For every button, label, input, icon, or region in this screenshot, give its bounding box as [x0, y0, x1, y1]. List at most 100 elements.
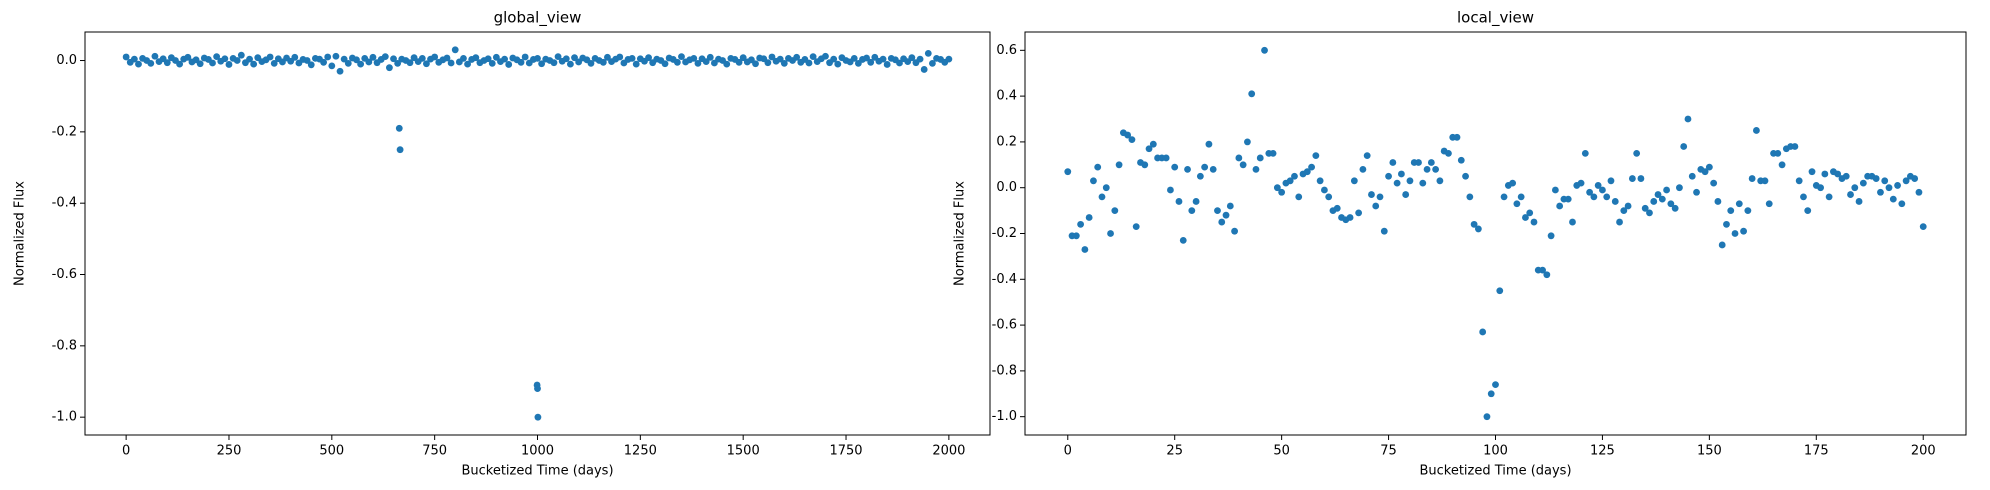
data-point: [381, 53, 389, 61]
y-tick-label: -0.6: [52, 267, 77, 282]
y-axis-label: Normalized Flux: [13, 181, 28, 286]
data-point: [1209, 165, 1217, 173]
data-point: [353, 56, 360, 64]
data-point: [1098, 193, 1106, 201]
data-point: [270, 59, 278, 67]
data-point: [1569, 218, 1576, 226]
data-point: [1650, 198, 1658, 205]
data-point: [661, 60, 669, 68]
data-point: [484, 55, 492, 63]
data-point: [1141, 161, 1149, 169]
data-point: [1256, 154, 1264, 162]
x-tick-label: 150: [1697, 444, 1722, 459]
data-point: [534, 413, 542, 421]
data-point: [395, 124, 403, 132]
data-point: [1252, 165, 1260, 173]
data-point: [1432, 165, 1440, 173]
data-point: [1072, 232, 1080, 240]
data-point: [1620, 207, 1628, 215]
data-point: [1355, 209, 1363, 217]
data-point: [1359, 165, 1367, 173]
data-point: [1145, 145, 1153, 153]
data-point: [1714, 198, 1722, 205]
data-point: [328, 62, 336, 70]
data-point: [1269, 149, 1277, 157]
data-point: [431, 53, 439, 61]
data-point: [130, 55, 138, 63]
data-point: [369, 53, 377, 61]
data-point: [1778, 161, 1786, 169]
data-point: [1556, 202, 1564, 210]
data-point: [1457, 156, 1465, 164]
data-point: [1201, 163, 1209, 171]
data-point: [1539, 266, 1546, 274]
data-point: [1162, 154, 1170, 162]
data-point: [1244, 138, 1251, 146]
data-point: [1286, 177, 1294, 185]
y-tick-label: -1.0: [992, 409, 1017, 424]
data-point: [690, 54, 698, 62]
data-point: [447, 59, 455, 67]
data-point: [793, 53, 801, 61]
data-point: [1393, 179, 1401, 187]
data-point: [332, 52, 340, 60]
data-point: [534, 54, 541, 62]
data-point: [1175, 198, 1183, 205]
data-point: [616, 53, 624, 61]
data-point: [1372, 202, 1380, 210]
data-point: [776, 55, 784, 63]
data-point: [1688, 172, 1696, 180]
data-point: [1547, 232, 1555, 240]
data-point: [1791, 143, 1799, 150]
x-tick-label: 0: [122, 444, 130, 459]
data-point: [1581, 149, 1589, 157]
data-point: [1513, 200, 1521, 208]
data-point: [538, 60, 546, 68]
data-point: [386, 64, 393, 72]
data-point: [1877, 188, 1884, 196]
data-point: [488, 59, 496, 67]
data-point: [830, 55, 838, 63]
data-point: [250, 60, 258, 68]
x-axis-label: Bucketized Time (days): [461, 464, 613, 479]
data-point: [1902, 177, 1910, 185]
data-point: [1684, 115, 1692, 123]
data-point: [1124, 131, 1132, 139]
data-point: [1321, 186, 1328, 194]
data-point: [1628, 175, 1636, 182]
data-point: [1667, 200, 1675, 208]
data-point: [1235, 154, 1243, 162]
data-point: [1445, 149, 1452, 157]
data-point: [1346, 214, 1354, 221]
data-point: [163, 59, 171, 67]
data-point: [1226, 202, 1234, 210]
data-point: [1676, 184, 1683, 192]
data-point: [1740, 227, 1747, 235]
data-point: [501, 55, 508, 63]
data-point: [1273, 184, 1281, 192]
data-point: [764, 59, 772, 67]
data-point: [1214, 207, 1221, 215]
x-tick-label: 2000: [932, 444, 965, 459]
data-point: [1325, 193, 1333, 201]
data-point: [879, 55, 887, 63]
y-tick-label: -0.8: [992, 363, 1017, 378]
data-point: [1179, 236, 1187, 244]
data-point: [632, 60, 640, 68]
data-point: [735, 58, 743, 66]
data-point: [694, 59, 702, 67]
data-point: [1196, 172, 1204, 180]
data-point: [209, 59, 216, 67]
data-point: [1774, 149, 1782, 157]
x-tick-label: 1750: [829, 444, 862, 459]
data-point: [1231, 227, 1238, 235]
x-tick-label: 75: [1380, 444, 1397, 459]
data-point: [1128, 136, 1136, 144]
data-point: [1278, 188, 1286, 196]
data-point: [1765, 200, 1773, 208]
y-tick-label: -0.2: [52, 124, 77, 139]
data-point: [1483, 413, 1491, 421]
plot-frame: [1024, 31, 1967, 436]
data-point: [492, 53, 500, 61]
